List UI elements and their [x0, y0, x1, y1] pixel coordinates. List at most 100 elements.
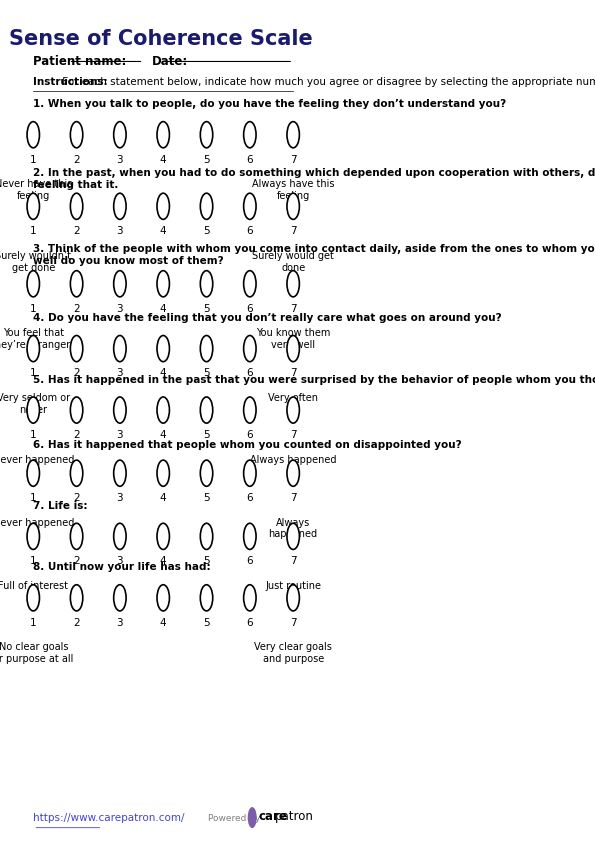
Ellipse shape — [201, 523, 213, 550]
Text: Instructions:: Instructions: — [33, 77, 108, 88]
Text: 4: 4 — [160, 155, 167, 164]
Text: Very clear goals
and purpose: Very clear goals and purpose — [254, 642, 332, 664]
Ellipse shape — [287, 193, 299, 220]
Text: 6: 6 — [246, 155, 253, 164]
Ellipse shape — [70, 193, 83, 220]
Ellipse shape — [243, 460, 256, 487]
Text: No clear goals
or purpose at all: No clear goals or purpose at all — [0, 642, 73, 664]
Text: Always have this
feeling: Always have this feeling — [252, 179, 334, 201]
Text: 4: 4 — [160, 430, 167, 440]
Text: 6: 6 — [246, 493, 253, 503]
Text: 5: 5 — [203, 155, 210, 164]
Text: 4: 4 — [160, 226, 167, 236]
Text: 2: 2 — [73, 618, 80, 627]
Text: Sense of Coherence Scale: Sense of Coherence Scale — [8, 29, 312, 50]
Text: 4: 4 — [160, 493, 167, 503]
Text: 5: 5 — [203, 369, 210, 378]
Text: 6: 6 — [246, 369, 253, 378]
Text: 7: 7 — [290, 155, 296, 164]
Text: 2: 2 — [73, 557, 80, 566]
Ellipse shape — [114, 584, 126, 611]
Ellipse shape — [70, 523, 83, 550]
Text: 4. Do you have the feeling that you don’t really care what goes on around you?: 4. Do you have the feeling that you don’… — [33, 313, 502, 323]
Text: 4: 4 — [160, 304, 167, 313]
Text: 3. Think of the people with whom you come into contact daily, aside from the one: 3. Think of the people with whom you com… — [33, 244, 595, 266]
Text: 8. Until now your life has had:: 8. Until now your life has had: — [33, 562, 211, 573]
Text: 5: 5 — [203, 618, 210, 627]
Text: 2: 2 — [73, 430, 80, 440]
Ellipse shape — [27, 270, 39, 297]
Ellipse shape — [157, 193, 170, 220]
Text: https://www.carepatron.com/: https://www.carepatron.com/ — [33, 813, 185, 823]
Ellipse shape — [287, 121, 299, 148]
Ellipse shape — [287, 523, 299, 550]
Ellipse shape — [157, 523, 170, 550]
Text: Patient name:: Patient name: — [33, 55, 127, 67]
Ellipse shape — [287, 584, 299, 611]
Ellipse shape — [287, 460, 299, 487]
Ellipse shape — [114, 121, 126, 148]
Ellipse shape — [70, 584, 83, 611]
Text: 1: 1 — [30, 618, 36, 627]
Text: 7: 7 — [290, 493, 296, 503]
Text: 7: 7 — [290, 369, 296, 378]
Text: 1: 1 — [30, 155, 36, 164]
Text: 3: 3 — [117, 226, 123, 236]
Ellipse shape — [157, 270, 170, 297]
Text: 1: 1 — [30, 304, 36, 313]
Text: 1: 1 — [30, 369, 36, 378]
Text: 4: 4 — [160, 618, 167, 627]
Text: Date:: Date: — [152, 55, 188, 67]
Ellipse shape — [70, 270, 83, 297]
Ellipse shape — [287, 270, 299, 297]
Ellipse shape — [201, 193, 213, 220]
Text: 1: 1 — [30, 493, 36, 503]
Ellipse shape — [248, 807, 256, 829]
Text: 5: 5 — [203, 557, 210, 566]
Ellipse shape — [243, 335, 256, 362]
Text: 5: 5 — [203, 304, 210, 313]
Text: 3: 3 — [117, 369, 123, 378]
Ellipse shape — [243, 523, 256, 550]
Text: 3: 3 — [117, 493, 123, 503]
Text: 5. Has it happened in the past that you were surprised by the behavior of people: 5. Has it happened in the past that you … — [33, 375, 595, 385]
Ellipse shape — [27, 460, 39, 487]
Text: 2. In the past, when you had to do something which depended upon cooperation wit: 2. In the past, when you had to do somet… — [33, 168, 595, 190]
Ellipse shape — [114, 335, 126, 362]
Ellipse shape — [157, 460, 170, 487]
Ellipse shape — [114, 523, 126, 550]
Text: Never have this
feeling: Never have this feeling — [0, 179, 72, 201]
Text: Powered by: Powered by — [208, 814, 261, 823]
Ellipse shape — [70, 460, 83, 487]
Text: Full of interest: Full of interest — [0, 581, 68, 591]
Ellipse shape — [201, 584, 213, 611]
Text: For each statement below, indicate how much you agree or disagree by selecting t: For each statement below, indicate how m… — [60, 77, 595, 88]
Text: Just routine: Just routine — [265, 581, 321, 591]
Ellipse shape — [114, 270, 126, 297]
Text: 5: 5 — [203, 493, 210, 503]
Ellipse shape — [114, 397, 126, 424]
Ellipse shape — [27, 397, 39, 424]
Ellipse shape — [243, 397, 256, 424]
Text: 7. Life is:: 7. Life is: — [33, 501, 87, 511]
Text: 4: 4 — [160, 369, 167, 378]
Text: 3: 3 — [117, 430, 123, 440]
Text: 2: 2 — [73, 369, 80, 378]
Text: 7: 7 — [290, 557, 296, 566]
Text: Always happened: Always happened — [250, 455, 336, 465]
Ellipse shape — [201, 121, 213, 148]
Text: Never happened: Never happened — [0, 518, 74, 528]
Ellipse shape — [157, 397, 170, 424]
Text: 2: 2 — [73, 304, 80, 313]
Ellipse shape — [287, 397, 299, 424]
Text: 1: 1 — [30, 226, 36, 236]
Ellipse shape — [243, 193, 256, 220]
Text: 6. Has it happened that people whom you counted on disappointed you?: 6. Has it happened that people whom you … — [33, 440, 462, 450]
Text: 5: 5 — [203, 430, 210, 440]
Text: Never happened: Never happened — [0, 455, 74, 465]
Text: 7: 7 — [290, 430, 296, 440]
Ellipse shape — [201, 270, 213, 297]
Text: 7: 7 — [290, 618, 296, 627]
Text: 2: 2 — [73, 493, 80, 503]
Ellipse shape — [70, 335, 83, 362]
